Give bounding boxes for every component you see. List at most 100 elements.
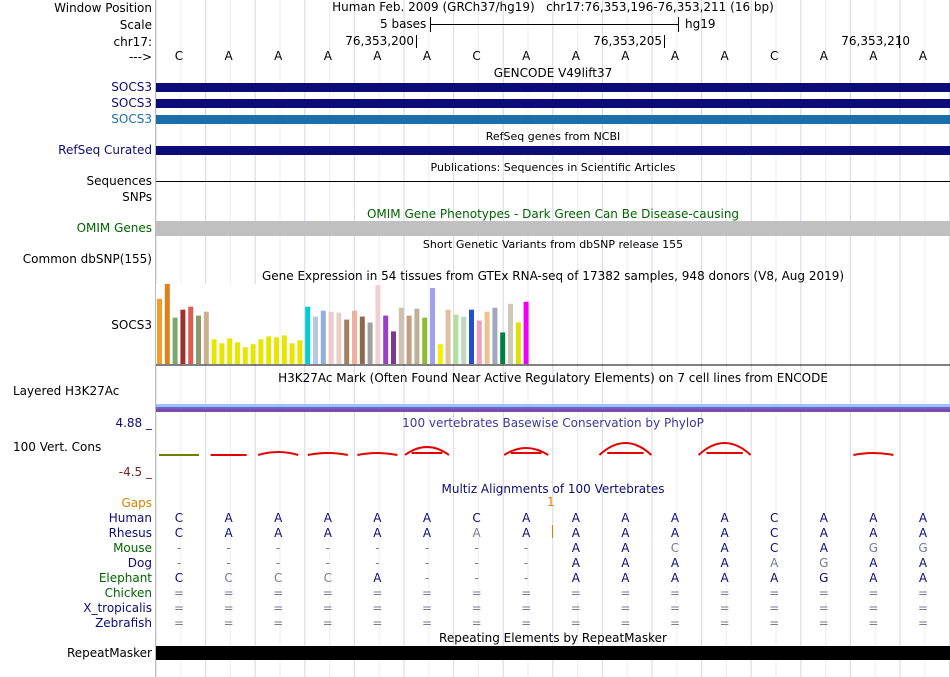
gtex-tissue-bar (484, 311, 490, 364)
label-species-human[interactable]: Human (108, 511, 152, 525)
gtex-tissue-bar (359, 316, 365, 364)
label-species-mouse[interactable]: Mouse (113, 541, 152, 555)
base-letter: A (720, 49, 729, 63)
h3k27ac-layer-2 (156, 407, 950, 409)
label-common-dbsnp[interactable]: Common dbSNP(155) (22, 252, 152, 266)
gtex-tissue-bar (180, 309, 186, 364)
label-phylop-max: 4.88 _ (115, 416, 152, 430)
label-arrow[interactable]: ---> (128, 50, 152, 64)
omim-title: OMIM Gene Phenotypes - Dark Green Can Be… (366, 207, 740, 221)
label-species-rhesus[interactable]: Rhesus (108, 526, 152, 540)
label-gencode-socs3-1[interactable]: SOCS3 (111, 80, 152, 94)
alignment-base: - (325, 556, 330, 570)
alignment-base: A (571, 541, 580, 555)
gtex-tissue-bar (305, 306, 311, 364)
alignment-base: - (524, 571, 529, 585)
omim-feature[interactable] (156, 221, 950, 236)
phylop-plot[interactable] (156, 438, 950, 468)
base-letter: A (918, 49, 928, 63)
gtex-tissue-bar (211, 339, 217, 364)
alignment-base: G (819, 571, 829, 585)
rhesus-insertion-marker[interactable] (552, 525, 553, 538)
gtex-tissue-bar (398, 307, 404, 364)
multiz-title: Multiz Alignments of 100 Vertebrates (441, 482, 665, 496)
label-scale[interactable]: Scale (119, 18, 152, 32)
alignment-base: - (375, 556, 380, 570)
alignment-base: = (471, 616, 482, 630)
alignment-base: - (474, 556, 479, 570)
alignment-base: = (322, 616, 333, 630)
alignment-base: A (819, 511, 828, 525)
label-window-position[interactable]: Window Position (54, 1, 152, 15)
alignment-base: = (769, 601, 780, 615)
label-species-chicken[interactable]: Chicken (104, 586, 152, 600)
base-letter: C (174, 49, 184, 63)
alignment-base: = (818, 601, 829, 615)
label-species-x-tropicalis[interactable]: X_tropicalis (83, 601, 152, 615)
label-gtex-socs3[interactable]: SOCS3 (111, 318, 152, 332)
label-100-vert-cons[interactable]: 100 Vert. Cons (13, 440, 102, 454)
alignment-base: = (322, 601, 333, 615)
label-sequences[interactable]: Sequences (86, 174, 152, 188)
label-repeatmasker[interactable]: RepeatMasker (66, 646, 152, 660)
alignment-base: G (819, 556, 829, 570)
h3k27ac-layer-3[interactable] (156, 409, 950, 412)
gtex-tissue-bar (406, 315, 412, 364)
alignment-base: - (474, 571, 479, 585)
label-chrom[interactable]: chr17: (113, 35, 152, 49)
alignment-base: A (670, 511, 680, 525)
label-omim-genes[interactable]: OMIM Genes (76, 221, 152, 235)
sequences-line[interactable] (156, 181, 950, 182)
alignment-base: - (424, 571, 430, 585)
label-snps[interactable]: SNPs (122, 190, 152, 204)
label-gaps[interactable]: Gaps (121, 496, 152, 510)
alignment-base: C (174, 571, 184, 585)
gtex-tissue-bar (188, 306, 194, 364)
alignment-base: = (917, 586, 929, 600)
alignment-base: = (719, 586, 730, 600)
alignment-base: A (670, 571, 680, 585)
alignment-base: - (176, 541, 182, 555)
alignment-base: A (621, 571, 630, 585)
label-species-zebrafish[interactable]: Zebrafish (95, 616, 152, 630)
alignment-base: A (621, 556, 630, 570)
alignment-base: A (323, 511, 332, 525)
alignment-base: - (176, 556, 182, 570)
label-layered-h3k27ac[interactable]: Layered H3K27Ac (13, 384, 120, 398)
gtex-tissue-bar (344, 319, 350, 364)
gtex-tissue-bar (203, 311, 209, 364)
gtex-tissue-bar (461, 316, 467, 364)
alignment-base: A (720, 526, 729, 540)
phylop-peak (357, 452, 398, 456)
alignment-base: A (621, 541, 630, 555)
alignment-base: C (670, 541, 680, 555)
publications-title: Publications: Sequences in Scientific Ar… (430, 161, 676, 174)
gencode-socs3-feature-3[interactable] (156, 115, 950, 124)
refseq-socs3-feature[interactable] (156, 146, 950, 155)
alignment-base: A (720, 556, 729, 570)
gap-marker[interactable]: 1 (547, 495, 555, 509)
repeatmasker-feature[interactable] (156, 646, 950, 660)
base-letter: A (224, 49, 233, 63)
label-gencode-socs3-2[interactable]: SOCS3 (111, 96, 152, 110)
alignment-base: = (669, 601, 681, 615)
gtex-tissue-bar (515, 322, 521, 364)
gencode-socs3-feature-1[interactable] (156, 83, 950, 92)
alignment-base: A (720, 571, 729, 585)
position-tick-2 (664, 35, 665, 48)
track-display[interactable]: Human Feb. 2009 (GRCh37/hg19) chr17:76,3… (156, 0, 950, 677)
label-refseq-curated[interactable]: RefSeq Curated (58, 143, 152, 157)
alignment-base: A (720, 541, 729, 555)
alignment-base: C (174, 511, 184, 525)
alignment-base: A (670, 526, 680, 540)
gtex-title: Gene Expression in 54 tissues from GTEx … (261, 269, 845, 283)
alignment-base: = (521, 586, 532, 600)
gtex-bar-chart[interactable] (156, 282, 950, 366)
label-species-elephant[interactable]: Elephant (98, 571, 152, 585)
label-species-dog[interactable]: Dog (127, 556, 152, 570)
alignment-base: = (669, 586, 681, 600)
alignment-base: C (224, 571, 233, 585)
gencode-socs3-feature-2[interactable] (156, 99, 950, 108)
label-gencode-socs3-3[interactable]: SOCS3 (111, 112, 152, 126)
